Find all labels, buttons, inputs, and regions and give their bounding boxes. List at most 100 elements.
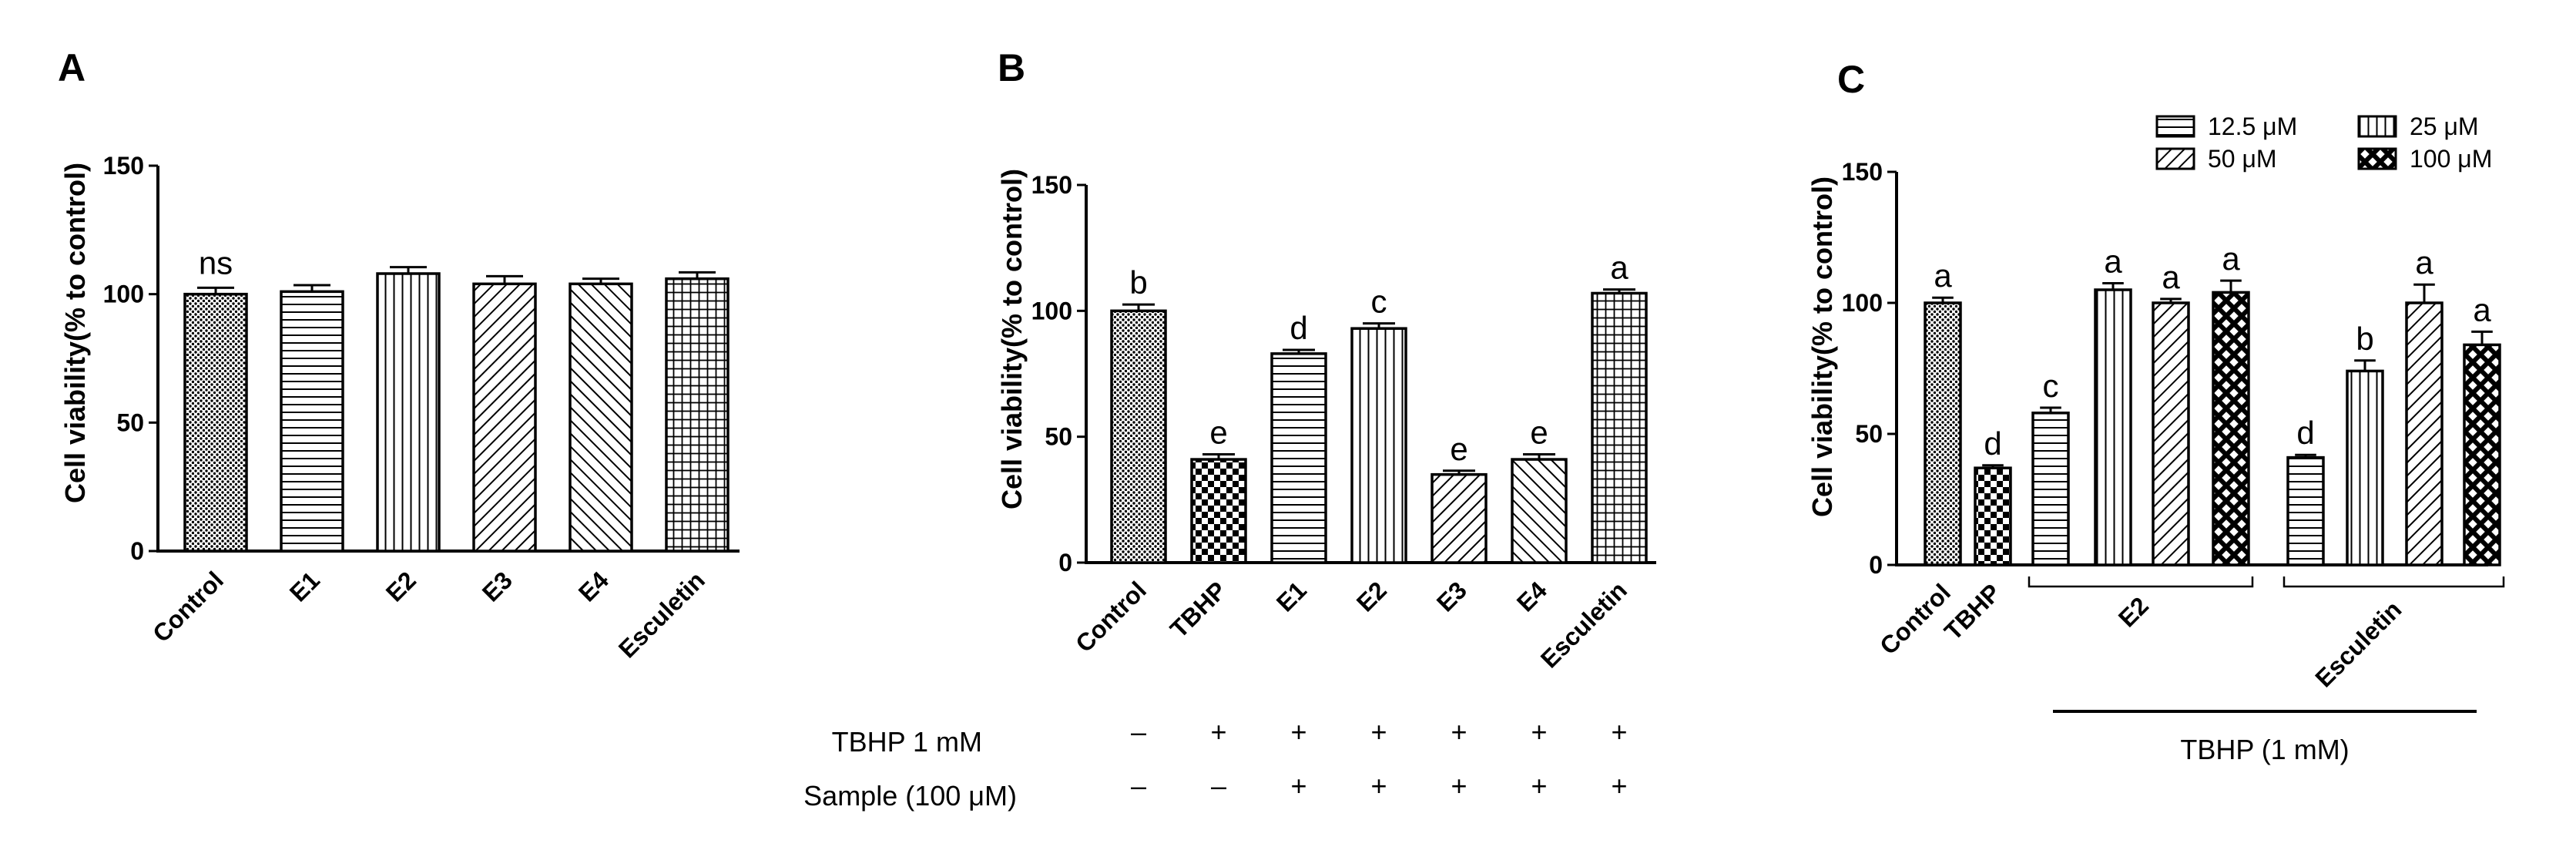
legend-swatch xyxy=(2155,147,2195,170)
tbhp-treatment-label: TBHP (1 mM) xyxy=(2180,734,2349,765)
x-tick-label: E2 xyxy=(1351,576,1392,617)
significance-letter: e xyxy=(1530,415,1548,451)
significance-letter: a xyxy=(2162,259,2180,295)
x-tick-label: E3 xyxy=(1431,576,1472,617)
y-tick-label: 150 xyxy=(1842,158,1883,186)
bar-esculetin xyxy=(665,277,730,553)
x-tick-label: E1 xyxy=(1271,576,1312,617)
bar-e2-25 xyxy=(2094,288,2132,566)
tbhp-condition-mark: + xyxy=(1531,716,1547,748)
significance-letter: b xyxy=(2356,321,2373,357)
tbhp-condition-mark: + xyxy=(1210,716,1226,748)
bar-e2-100 xyxy=(2212,291,2250,566)
x-tick-label: E2 xyxy=(2113,591,2154,632)
x-tick-label: TBHP xyxy=(1939,578,2006,645)
bar-control xyxy=(1110,309,1167,564)
panel-b-condition-marks: – – + – + + + + + + + + + + xyxy=(1131,716,1628,802)
group-bracket xyxy=(2028,576,2254,588)
significance-label: ns xyxy=(199,244,233,281)
significance-letter: a xyxy=(2104,244,2122,280)
group-bracket xyxy=(2283,576,2505,588)
panel-c-y-axis-label: Cell viability(% to control) xyxy=(1806,176,1838,517)
legend-swatch xyxy=(2357,115,2397,138)
bar-e1 xyxy=(1270,352,1327,564)
x-tick-label: Esculetin xyxy=(613,566,710,663)
panel-b-label: B xyxy=(998,46,1025,89)
bar-e4 xyxy=(1511,458,1568,564)
y-tick-label: 100 xyxy=(1031,297,1072,324)
x-tick-label: E3 xyxy=(477,566,518,607)
significance-letter: d xyxy=(1290,310,1307,346)
bar-esculetin-50 xyxy=(2405,301,2444,566)
tbhp-condition-mark: + xyxy=(1370,716,1387,748)
significance-letter: e xyxy=(1450,431,1467,467)
legend-label: 50 μM xyxy=(2208,145,2277,173)
x-tick-label: Control xyxy=(1070,576,1152,657)
panel-c: C Cell viability(% to control) 0 50 100 150… xyxy=(1806,58,2505,765)
significance-letter: a xyxy=(2222,240,2240,277)
y-tick-label: 0 xyxy=(1869,551,1883,579)
x-tick-label: TBHP xyxy=(1165,576,1232,643)
x-tick-label: E4 xyxy=(573,566,614,607)
bar-e2 xyxy=(1350,327,1407,564)
significance-letter: a xyxy=(1610,250,1628,286)
bar-esculetin xyxy=(1591,291,1648,564)
x-tick-label: Control xyxy=(1874,578,1956,660)
sample-condition-mark: + xyxy=(1611,770,1627,802)
sample-condition-mark: + xyxy=(1370,770,1387,802)
panel-a-label: A xyxy=(58,46,86,89)
legend-swatch xyxy=(2357,147,2397,170)
panel-c-label: C xyxy=(1837,58,1865,101)
bar-esculetin-25 xyxy=(2346,369,2384,566)
y-tick-label: 0 xyxy=(130,537,144,565)
bar-e2-12.5 xyxy=(2031,412,2070,566)
bar-e2 xyxy=(376,272,441,553)
y-tick-label: 50 xyxy=(1855,420,1883,448)
bar-esculetin-100 xyxy=(2463,343,2501,566)
y-tick-label: 100 xyxy=(1842,289,1883,317)
bar-e3 xyxy=(472,282,537,553)
bar-e2-50 xyxy=(2152,301,2190,566)
tbhp-condition-mark: + xyxy=(1290,716,1306,748)
x-tick-label: Control xyxy=(147,566,229,647)
significance-letter: c xyxy=(1371,284,1387,320)
y-tick-label: 100 xyxy=(103,281,144,308)
panel-b-plot: 0 50 100 150 b Control e TBHP d E1 c E2 e E3 e E4 a Escul… xyxy=(1031,171,1656,674)
legend-swatch xyxy=(2155,115,2195,138)
y-tick-label: 0 xyxy=(1058,549,1072,576)
significance-letter: d xyxy=(2296,415,2314,451)
significance-letter: b xyxy=(1129,264,1147,301)
y-tick-label: 50 xyxy=(116,408,144,436)
tbhp-condition-mark: – xyxy=(1131,716,1146,748)
bar-control xyxy=(1924,301,1962,566)
panel-b-y-axis-label: Cell viability(% to control) xyxy=(996,169,1028,509)
panel-b: B Cell viability(% to control) 0 50 100 150… xyxy=(803,46,1656,812)
bar-tbhp xyxy=(1974,466,2012,566)
panel-a: A Cell viability(% to control) 0 50 100 150… xyxy=(58,46,740,664)
x-tick-label: Esculetin xyxy=(2309,595,2407,692)
sample-condition-mark: + xyxy=(1451,770,1467,802)
panel-c-legend: 12.5 μM 25 μM 50 μM 100 μM xyxy=(2155,113,2492,173)
y-tick-label: 150 xyxy=(1031,171,1072,199)
significance-letter: c xyxy=(2043,368,2059,404)
bar-e3 xyxy=(1431,472,1488,564)
bar-e4 xyxy=(569,282,633,553)
tbhp-condition-mark: + xyxy=(1451,716,1467,748)
bar-e1 xyxy=(280,290,344,553)
sample-condition-mark: – xyxy=(1131,770,1146,802)
significance-letter: a xyxy=(2473,291,2491,328)
panel-a-y-axis-label: Cell viability(% to control) xyxy=(59,163,91,503)
bar-control xyxy=(183,292,248,553)
tbhp-condition-mark: + xyxy=(1611,716,1627,748)
significance-letter: d xyxy=(1984,425,2001,462)
bar-tbhp xyxy=(1190,458,1247,564)
bar-esculetin-12.5 xyxy=(2286,455,2325,566)
y-tick-label: 50 xyxy=(1045,423,1072,451)
tbhp-condition-label: TBHP 1 mM xyxy=(832,726,982,758)
legend-label: 25 μM xyxy=(2410,113,2479,140)
sample-condition-mark: + xyxy=(1531,770,1547,802)
x-tick-label: Esculetin xyxy=(1535,576,1632,673)
